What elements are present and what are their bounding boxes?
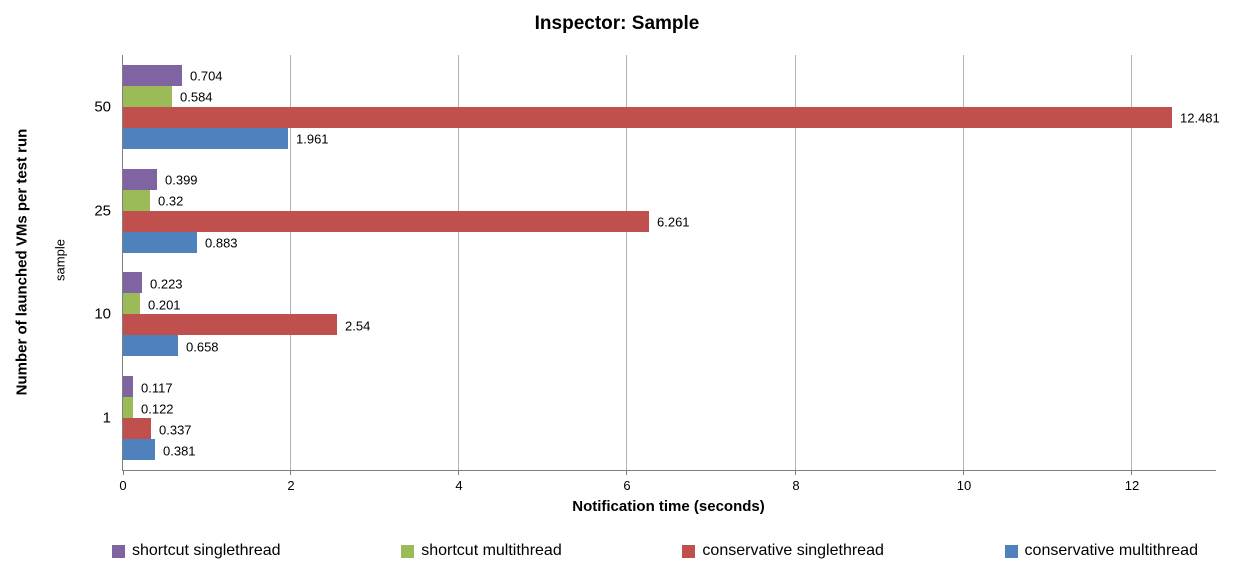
x-axis-tick: [1131, 470, 1132, 475]
gridline: [795, 55, 796, 470]
bar-value-label: 0.117: [141, 380, 173, 396]
gridline: [290, 55, 291, 470]
category-label: 25: [94, 202, 111, 220]
x-axis-tick-label: 2: [287, 478, 295, 493]
bar: [123, 418, 151, 440]
bar: [123, 272, 142, 294]
bar: [123, 64, 182, 86]
bar-value-label: 1.961: [296, 131, 329, 147]
legend-item: conservative singlethread: [682, 542, 884, 560]
bar: [123, 189, 150, 211]
bar-value-label: 0.658: [186, 339, 219, 355]
bar: [123, 210, 649, 232]
x-axis-tick-label: 4: [455, 478, 463, 493]
bar-value-label: 0.337: [159, 422, 192, 438]
bar-value-label: 2.54: [345, 318, 371, 334]
gridline: [1131, 55, 1132, 470]
bar: [123, 314, 337, 336]
category-label: 10: [94, 305, 111, 323]
bar: [123, 376, 133, 398]
x-axis-tick: [290, 470, 291, 475]
legend-label: conservative multithread: [1024, 542, 1198, 559]
x-axis-tick-label: 6: [623, 478, 631, 493]
legend-swatch: [401, 544, 415, 558]
bar: [123, 397, 133, 419]
legend-swatch: [682, 544, 696, 558]
legend-label: shortcut multithread: [421, 542, 562, 559]
chart-title: Inspector: Sample: [534, 13, 700, 34]
x-axis-tick-label: 12: [1124, 478, 1140, 493]
legend-item: conservative multithread: [1004, 542, 1198, 560]
x-axis-tick: [458, 470, 459, 475]
x-axis-tick-label: 10: [956, 478, 972, 493]
legend-label: shortcut singlethread: [132, 542, 281, 559]
bar: [123, 439, 155, 461]
bar-value-label: 0.704: [190, 68, 223, 84]
legend-swatch: [1004, 544, 1018, 558]
bar-value-label: 0.381: [163, 443, 196, 459]
bar: [123, 85, 172, 107]
bar: [123, 293, 140, 315]
bar: [123, 127, 288, 149]
x-axis-tick: [963, 470, 964, 475]
x-axis-tick: [795, 470, 796, 475]
bar-value-label: 0.584: [180, 89, 213, 105]
bar: [123, 168, 157, 190]
bar-value-label: 12.481: [1180, 110, 1220, 126]
legend: shortcut singlethread shortcut multithrea…: [112, 539, 1198, 563]
legend-item: shortcut multithread: [401, 542, 562, 560]
gridline: [626, 55, 627, 470]
gridline: [963, 55, 964, 470]
bar-value-label: 0.201: [148, 297, 181, 313]
bar: [123, 106, 1172, 128]
x-axis-tick: [123, 470, 124, 475]
bar-value-label: 6.261: [657, 214, 690, 230]
legend-label: conservative singlethread: [702, 542, 884, 559]
plot-area: 0 2 4 6 8 10 12 50 0.704 0.584 12.481 1.961 25 0.399 0…: [94, 55, 1220, 493]
bar: [123, 231, 197, 253]
category-label: 1: [102, 409, 111, 427]
legend-item: shortcut singlethread: [112, 542, 281, 560]
y-axis-subtitle: sample: [52, 239, 68, 281]
y-axis-title: Number of launched VMs per test run: [13, 128, 31, 396]
x-axis-tick-label: 8: [792, 478, 800, 493]
bar-value-label: 0.883: [205, 235, 238, 251]
x-axis-tick: [626, 470, 627, 475]
bar: [123, 335, 178, 357]
x-axis-title: Notification time (seconds): [572, 498, 765, 515]
category-label: 50: [94, 98, 111, 116]
x-axis-tick-label: 0: [119, 478, 127, 493]
legend-swatch: [112, 544, 125, 558]
bar-value-label: 0.399: [165, 172, 198, 188]
bar-value-label: 0.223: [150, 276, 183, 292]
bar-value-label: 0.32: [158, 193, 184, 209]
bar-value-label: 0.122: [141, 401, 174, 417]
gridline: [458, 55, 459, 470]
